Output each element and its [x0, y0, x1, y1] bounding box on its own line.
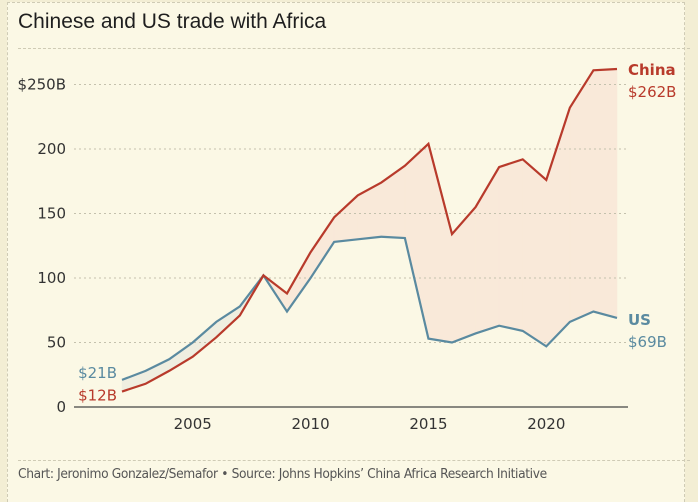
y-tick-label: 0	[56, 398, 66, 416]
fill-between-segment	[145, 358, 170, 385]
series-line-china	[121, 67, 618, 393]
end-value-china: $262B	[628, 83, 676, 101]
y-tick-label: 50	[47, 334, 66, 352]
fill-between-segment	[428, 143, 453, 343]
y-tick-label: $250B	[18, 76, 66, 94]
footer-divider	[18, 460, 690, 461]
legend-label-china: China	[628, 61, 676, 79]
end-value-us: $69B	[628, 333, 667, 351]
title-divider	[18, 48, 690, 49]
series-line-us	[121, 235, 618, 381]
fill-between-segment	[475, 166, 500, 334]
chart-title: Chinese and US trade with Africa	[18, 10, 327, 33]
fill-between-segment	[522, 158, 547, 347]
fill-between-segment	[333, 194, 358, 243]
start-value-us: $21B	[78, 364, 117, 382]
x-tick-label: 2020	[527, 415, 565, 433]
start-value-china: $12B	[78, 387, 117, 405]
fill-between-segment	[357, 182, 382, 240]
fill-between-segment	[381, 165, 406, 239]
legend-label-us: US	[628, 311, 651, 329]
y-tick-label: 150	[37, 205, 66, 223]
x-tick-label: 2010	[291, 415, 329, 433]
fill-between-segment	[404, 143, 429, 339]
fill-between-segment	[498, 158, 523, 332]
y-tick-label: 200	[37, 140, 66, 158]
x-tick-label: 2005	[174, 415, 212, 433]
fill-between-segment	[569, 69, 594, 323]
fill-between-segment	[451, 206, 476, 343]
chart-credit: Chart: Jeronimo Gonzalez/Semafor • Sourc…	[18, 467, 547, 482]
y-tick-label: 100	[37, 269, 66, 287]
fill-between-segment	[593, 68, 618, 319]
x-tick-label: 2015	[409, 415, 447, 433]
